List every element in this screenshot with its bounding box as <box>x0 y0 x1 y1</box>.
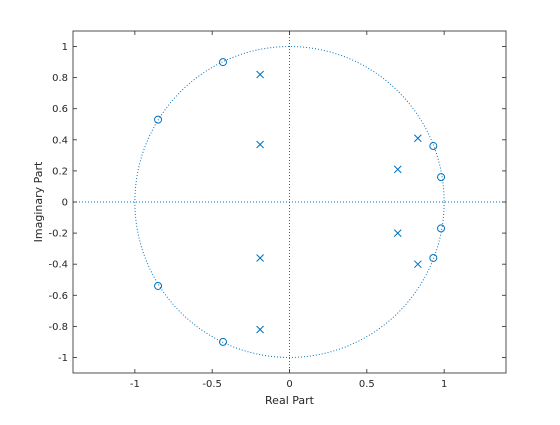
zero-marker <box>437 173 446 182</box>
zero-marker <box>219 58 228 67</box>
pole-marker <box>256 70 264 79</box>
pole-marker <box>393 229 402 237</box>
pole-marker <box>414 260 422 269</box>
pole-marker <box>256 140 264 149</box>
zero-marker <box>429 253 438 262</box>
y-tick-label: -0.8 <box>48 322 68 333</box>
y-tick-label: 0.2 <box>52 166 68 177</box>
x-tick-label: 1 <box>441 379 447 390</box>
x-tick-label: -1 <box>130 379 140 390</box>
y-tick-label: 1 <box>62 42 68 53</box>
y-tick-label: 0.4 <box>52 135 68 146</box>
zero-marker <box>219 337 228 346</box>
zero-marker <box>154 281 163 290</box>
y-tick-label: -0.4 <box>48 260 68 271</box>
y-axis-label: Imaginary Part <box>32 161 45 242</box>
reference-lines <box>73 31 506 373</box>
pole-marker <box>256 254 264 262</box>
pole-marker <box>393 165 402 174</box>
y-tick-label: 0.6 <box>52 104 68 115</box>
x-tick-label: 0 <box>286 379 292 390</box>
x-tick-label: -0.5 <box>202 379 222 390</box>
x-tick-label: 0.5 <box>359 379 375 390</box>
pole-marker <box>256 325 264 334</box>
y-tick-label: -0.2 <box>48 229 68 240</box>
zeros-layer <box>154 58 446 346</box>
unit-circle-layer <box>134 46 445 358</box>
pole-marker <box>414 134 422 143</box>
zero-marker <box>437 224 446 233</box>
y-ticks: -1 -0.8 -0.6 -0.4 -0.2 0 0.2 0.4 0.6 0.8 1 <box>48 42 506 364</box>
zero-marker <box>429 142 438 151</box>
y-tick-label: -1 <box>58 353 68 364</box>
unit-circle <box>134 46 445 358</box>
y-tick-label: -0.6 <box>48 291 68 302</box>
x-axis-label: Real Part <box>265 394 315 407</box>
poles-layer <box>256 70 422 334</box>
y-tick-label: 0.8 <box>52 73 68 84</box>
x-ticks: -1 -0.5 0 0.5 1 <box>130 31 447 390</box>
zero-marker <box>154 115 163 124</box>
y-tick-label: 0 <box>62 198 68 209</box>
